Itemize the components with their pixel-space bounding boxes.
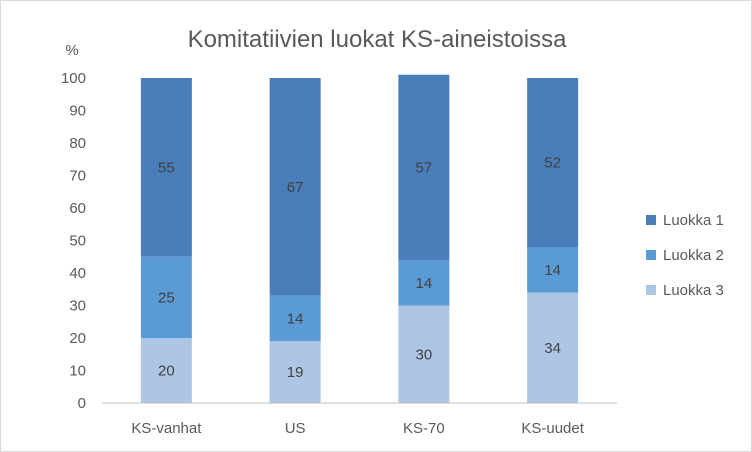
- bar-segment: [527, 78, 579, 247]
- data-label: 57: [416, 159, 433, 176]
- x-category-label: US: [285, 420, 306, 437]
- bar-segment: [140, 256, 192, 338]
- y-tick-label: 70: [69, 168, 86, 185]
- y-tick-label: 20: [69, 330, 86, 347]
- bar-segment: [269, 295, 321, 342]
- legend-swatch: [646, 285, 656, 295]
- data-label: 67: [287, 179, 304, 196]
- data-label: 34: [544, 340, 561, 357]
- bar-segment: [269, 341, 321, 403]
- legend-label: Luokka 2: [663, 247, 724, 264]
- chart-title: Komitatiivien luokat KS-aineistoissa: [188, 26, 567, 53]
- bar-segment: [527, 247, 579, 293]
- x-category-label: KS-70: [403, 420, 445, 437]
- legend-label: Luokka 1: [663, 212, 724, 229]
- x-category-label: KS-uudet: [521, 420, 584, 437]
- y-axis-label: %: [65, 42, 78, 59]
- bar-segment: [140, 78, 192, 257]
- legend: Luokka 1 Luokka 2 Luokka 3: [646, 212, 724, 299]
- data-label: 25: [158, 289, 175, 306]
- data-label: 14: [544, 262, 561, 279]
- data-label: 19: [287, 364, 304, 381]
- data-label: 14: [416, 275, 433, 292]
- data-label: 30: [416, 346, 433, 363]
- y-tick-label: 30: [69, 298, 86, 315]
- y-tick-label: 100: [61, 70, 86, 87]
- bar-segment: [398, 260, 450, 306]
- y-tick-label: 40: [69, 265, 86, 282]
- y-tick-label: 80: [69, 135, 86, 152]
- legend-label: Luokka 3: [663, 282, 724, 299]
- data-label: 55: [158, 159, 175, 176]
- y-tick-label: 10: [69, 363, 86, 380]
- data-label: 20: [158, 363, 175, 380]
- y-tick-label: 0: [78, 395, 86, 412]
- x-category-label: KS-vanhat: [131, 420, 202, 437]
- data-label: 52: [544, 155, 561, 172]
- legend-swatch: [646, 250, 656, 260]
- bar-segment: [398, 74, 450, 260]
- y-tick-label: 50: [69, 233, 86, 250]
- bar-segment: [527, 292, 579, 403]
- bar-segment: [269, 78, 321, 296]
- legend-swatch: [646, 215, 656, 225]
- bar-segment: [140, 338, 192, 403]
- data-label: 14: [287, 311, 304, 328]
- x-axis-categories: KS-vanhat US KS-70 KS-uudet: [131, 420, 584, 437]
- y-axis-ticks: 0 10 20 30 40 50 60 70 80 90 100: [61, 70, 86, 412]
- y-tick-label: 60: [69, 200, 86, 217]
- bars: 20 25 55 19 14 67 30 14 57 34 14 52: [140, 74, 579, 403]
- bar-segment: [398, 305, 450, 403]
- y-tick-label: 90: [69, 103, 86, 120]
